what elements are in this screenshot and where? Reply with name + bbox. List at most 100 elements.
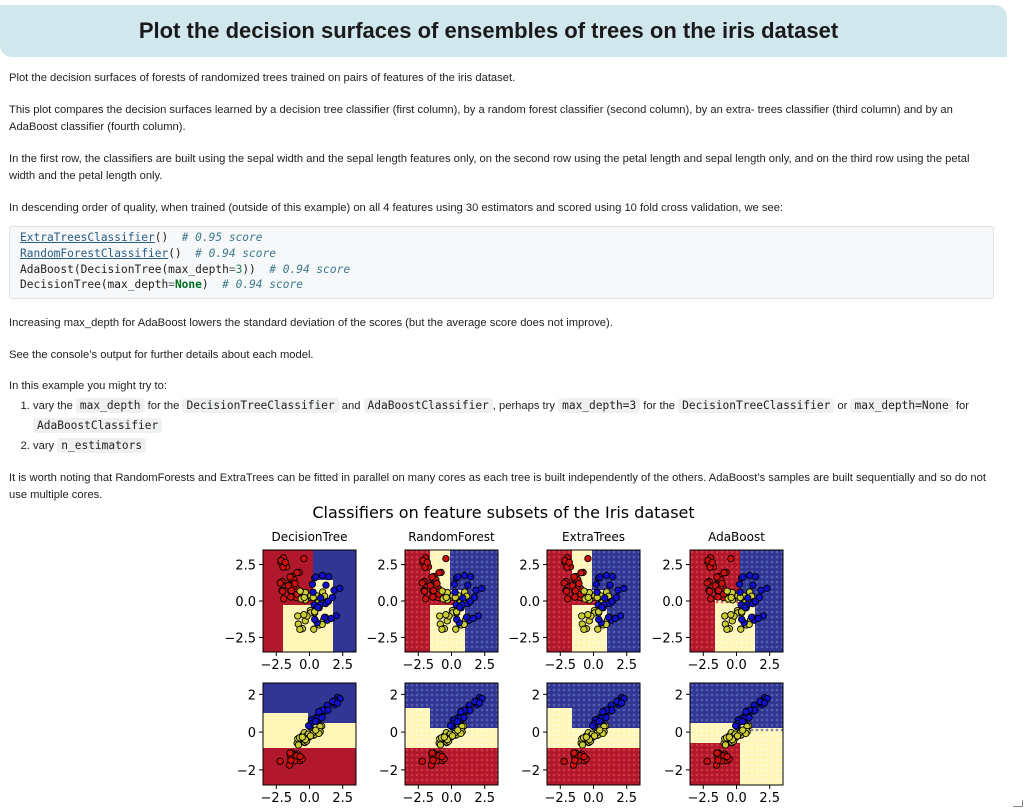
data-point (294, 612, 302, 620)
extratrees-link[interactable]: ExtraTreesClassifier (20, 231, 155, 244)
grid-dot (760, 600, 764, 604)
grid-dot (415, 683, 419, 687)
surface-cell (328, 743, 333, 748)
grid-dot (725, 635, 729, 639)
data-point (327, 614, 335, 623)
grid-dot (445, 585, 449, 589)
grid-dot (430, 555, 434, 559)
surface-cell (293, 630, 298, 635)
grid-dot (552, 640, 556, 644)
grid-dot (435, 640, 439, 644)
grid-dot (450, 683, 454, 687)
data-point (598, 603, 606, 612)
data-point (464, 581, 472, 589)
grid-dot (632, 640, 636, 644)
data-point (584, 554, 592, 563)
data-point (714, 593, 722, 601)
grid-dot (760, 575, 764, 579)
grid-dot (765, 630, 769, 634)
grid-dot (430, 718, 434, 722)
surface-cell (323, 723, 328, 728)
surface-cell (268, 560, 273, 565)
data-point (745, 571, 754, 580)
data-point (475, 699, 484, 707)
surface-cell (308, 693, 313, 698)
surface-cell (318, 698, 323, 703)
data-point (429, 587, 438, 595)
surface-cell (268, 615, 273, 620)
surface-cell (318, 550, 323, 555)
data-point (705, 587, 714, 595)
grid-dot (547, 748, 551, 752)
surface-cell (343, 683, 348, 688)
data-point (420, 587, 429, 595)
grid-dot (547, 708, 551, 712)
surface-cell (348, 635, 353, 640)
grid-dot (450, 713, 454, 717)
grid-dot (470, 555, 474, 559)
surface-cell (318, 645, 323, 650)
surface-cell (278, 683, 283, 688)
grid-dot (455, 743, 459, 747)
grid-dot (430, 550, 434, 554)
grid-dot (415, 703, 419, 707)
grid-dot (465, 565, 469, 569)
surface-cell (415, 650, 420, 652)
surface-cell (278, 620, 283, 625)
surface-cell (263, 763, 268, 768)
surface-cell (293, 555, 298, 560)
grid-dot (495, 595, 498, 599)
grid-dot (495, 748, 498, 752)
surface-cell (273, 600, 278, 605)
surface-cell (450, 783, 455, 785)
grid-dot (710, 645, 714, 649)
grid-dot (460, 580, 464, 584)
grid-dot (690, 600, 694, 604)
grid-dot (475, 713, 479, 717)
grid-dot (480, 763, 484, 767)
grid-dot (405, 595, 409, 599)
surface-cell (318, 635, 323, 640)
grid-dot (710, 615, 714, 619)
data-point (478, 584, 486, 592)
code-operator: = (228, 262, 236, 276)
surface-cell (353, 635, 356, 640)
surface-cell (263, 635, 268, 640)
grid-dot (435, 768, 439, 772)
code-block: ExtraTreesClassifier() # 0.95 score Rand… (9, 226, 994, 300)
grid-dot (485, 758, 489, 762)
grid-dot (495, 693, 498, 697)
data-point (286, 749, 294, 757)
grid-dot (740, 550, 744, 554)
surface-cell (308, 773, 313, 778)
surface-cell (465, 650, 470, 652)
surface-cell (318, 580, 323, 585)
grid-dot (410, 620, 414, 624)
grid-dot (480, 560, 484, 564)
grid-dot (450, 753, 454, 757)
grid-dot (715, 635, 719, 639)
grid-dot (572, 600, 576, 604)
x-tick-label: 0.0 (726, 658, 747, 673)
randomforest-link[interactable]: RandomForestClassifier (20, 246, 169, 260)
surface-cell (313, 778, 318, 783)
grid-dot (765, 560, 769, 564)
grid-dot (480, 610, 484, 614)
grid-dot (480, 580, 484, 584)
surface-cell (348, 550, 353, 555)
surface-cell (597, 650, 602, 652)
grid-dot (770, 625, 774, 629)
surface-cell (328, 630, 333, 635)
grid-dot (420, 620, 424, 624)
grid-dot (415, 758, 419, 762)
grid-dot (770, 635, 774, 639)
grid-dot (455, 778, 459, 782)
grid-dot (410, 585, 414, 589)
grid-dot (475, 635, 479, 639)
grid-dot (435, 683, 439, 687)
surface-cell (268, 635, 273, 640)
grid-dot (410, 555, 414, 559)
grid-dot (480, 743, 484, 747)
grid-dot (445, 550, 449, 554)
surface-cell (318, 640, 323, 645)
